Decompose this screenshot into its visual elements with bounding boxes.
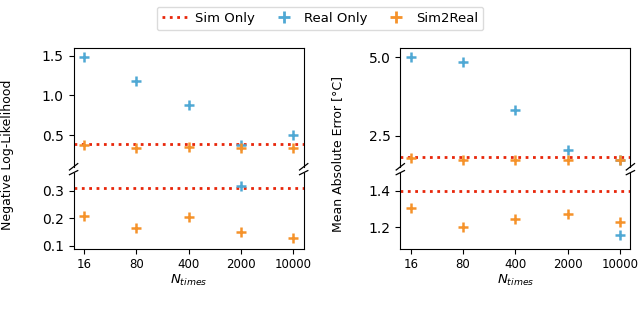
X-axis label: $N_{times}$: $N_{times}$ xyxy=(497,273,534,288)
Legend: Sim Only, Real Only, Sim2Real: Sim Only, Real Only, Sim2Real xyxy=(157,6,483,30)
Text: Mean Absolute Error [°C]: Mean Absolute Error [°C] xyxy=(331,77,344,232)
Text: Negative Log-Likelihood: Negative Log-Likelihood xyxy=(1,79,14,230)
X-axis label: $N_{times}$: $N_{times}$ xyxy=(170,273,207,288)
